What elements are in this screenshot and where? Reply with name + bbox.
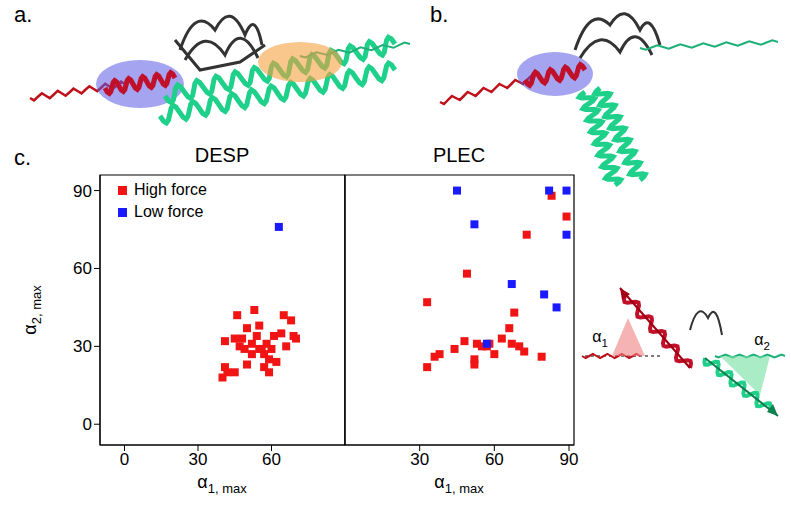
svg-text:PLEC: PLEC bbox=[433, 144, 485, 166]
svg-text:α1, max: α1, max bbox=[434, 472, 484, 496]
svg-text:60: 60 bbox=[73, 259, 92, 278]
svg-text:b.: b. bbox=[430, 2, 448, 27]
svg-text:DESP: DESP bbox=[195, 144, 249, 166]
svg-text:α2, max: α2, max bbox=[20, 285, 44, 335]
svg-text:30: 30 bbox=[189, 450, 208, 469]
svg-text:Low force: Low force bbox=[134, 203, 203, 220]
svg-text:0: 0 bbox=[120, 450, 129, 469]
svg-text:90: 90 bbox=[73, 182, 92, 201]
svg-text:c.: c. bbox=[14, 145, 31, 170]
svg-text:α1, max: α1, max bbox=[197, 472, 247, 496]
svg-text:a.: a. bbox=[14, 2, 32, 27]
svg-text:30: 30 bbox=[73, 337, 92, 356]
svg-text:60: 60 bbox=[485, 450, 504, 469]
svg-text:90: 90 bbox=[560, 450, 579, 469]
svg-text:High force: High force bbox=[134, 181, 207, 198]
svg-text:30: 30 bbox=[410, 450, 429, 469]
svg-text:α1: α1 bbox=[592, 328, 608, 349]
svg-text:α2: α2 bbox=[754, 331, 770, 352]
svg-text:0: 0 bbox=[83, 415, 92, 434]
svg-text:60: 60 bbox=[262, 450, 281, 469]
